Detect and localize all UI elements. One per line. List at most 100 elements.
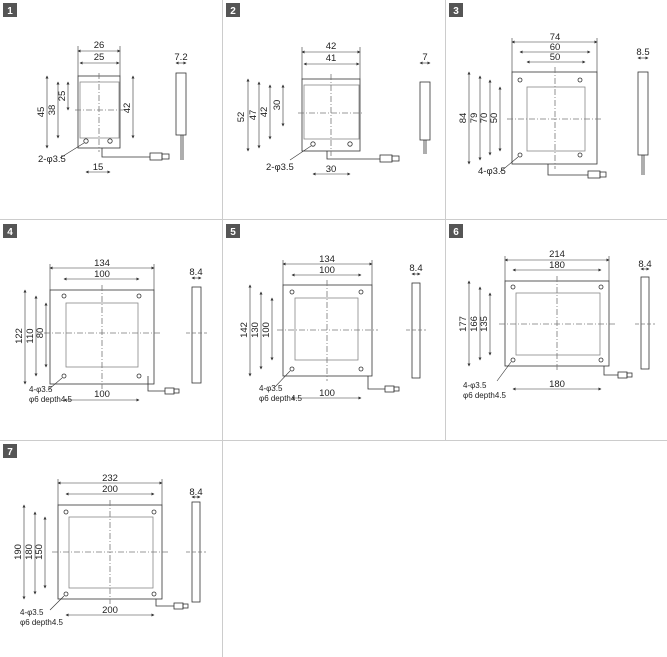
front-view [499,276,615,371]
dim-width-1: 134 [94,258,110,269]
dim-width-2: 200 [102,484,118,495]
depth-callout: φ6 depth4.5 [463,391,507,400]
hole-callout: 4-φ3.5 [20,608,44,617]
dim-inner-width: 41 [326,53,337,64]
panel-5: 5 134 100 8.4 [226,224,426,403]
panel-number: 4 [7,227,13,238]
hole-callout: 4-φ3.5 [29,385,53,394]
dim-width-1: 74 [550,32,561,43]
depth-callout: φ6 depth4.5 [259,394,303,403]
side-view [147,286,207,395]
dim-height-inner: 30 [272,100,283,111]
dim-bottom-spacing: 100 [319,388,335,399]
dim-height-2: 166 [469,316,480,332]
dimension-lines [248,260,421,400]
dim-height-3: 100 [261,322,272,338]
panel-number-badge [449,3,463,17]
panel-number: 1 [7,6,13,17]
depth-callout: φ6 depth4.5 [20,618,64,627]
panel-number-badge [226,3,240,17]
panel-number-badge [3,3,17,17]
depth-callout: φ6 depth4.5 [29,395,73,404]
panel-number: 7 [7,447,13,458]
front-view [75,73,170,161]
dim-height-2: 79 [469,113,480,124]
dim-height-outer: 52 [236,112,247,123]
panel-number: 3 [453,6,459,17]
dim-width-2: 180 [549,260,565,271]
dim-height-mid: 38 [47,105,58,116]
panel-number: 6 [453,227,459,238]
dim-height-1: 84 [458,113,469,124]
dim-thickness: 7.2 [174,52,187,63]
side-view [603,276,655,379]
dimension-lines [22,479,201,617]
dim-thickness: 7 [422,52,427,63]
dim-width-1: 214 [549,249,565,260]
dim-bottom-spacing: 180 [549,379,565,390]
dim-height-right: 42 [122,103,133,114]
panel-4: 4 134 100 8.4 [3,224,207,404]
dim-width-2: 100 [319,265,335,276]
dim-height-1: 122 [14,328,25,344]
dim-height-2: 110 [25,328,36,343]
hole-callout: 2-φ3.5 [38,154,66,165]
dim-thickness: 8.4 [409,263,422,274]
panel-2: 2 42 41 [226,3,431,176]
dimension-lines [467,256,650,391]
dimension-lines [23,264,202,402]
front-view [298,74,400,163]
side-view [367,282,426,393]
hole-callout: 4-φ3.5 [463,381,487,390]
dimension-lines [467,38,649,173]
panel-1: 1 26 25 [3,3,188,174]
dimension-lines [45,46,187,174]
dim-height-outer: 45 [36,107,47,118]
dim-height-1: 177 [458,316,469,332]
front-view [44,285,160,389]
panel-number: 2 [230,6,236,17]
dim-height-3: 70 [479,113,490,124]
dim-thickness: 8.5 [636,47,649,58]
side-view [637,71,649,175]
panel-number-badge [226,224,240,238]
dim-width-1: 232 [102,473,118,484]
panel-number-badge [449,224,463,238]
dim-height-mid: 47 [248,110,259,121]
dim-width-3: 50 [550,52,561,63]
hole-callout: 4-φ3.5 [478,166,506,177]
dim-height-3: 80 [35,328,46,339]
side-view [155,501,206,610]
side-view [175,72,187,160]
dim-hole-spacing: 15 [93,162,104,173]
front-view [507,67,607,179]
panel-3: 3 74 60 [449,3,650,179]
dim-height-3: 135 [479,316,490,332]
dim-bottom-spacing: 100 [94,389,110,400]
dimension-lines [246,47,431,176]
dim-inner-width: 25 [94,52,105,63]
panel-number-badge [3,224,17,238]
panel-number: 5 [230,227,236,238]
dim-outer-width: 42 [326,41,337,52]
panel-6: 6 214 180 8.4 [449,224,655,400]
dim-height-inner: 25 [57,91,68,102]
dim-height-2: 130 [250,322,261,338]
dim-height-mid2: 42 [259,107,270,118]
side-view [419,81,431,154]
dim-outer-width: 26 [94,40,105,51]
dim-width-1: 134 [319,254,335,265]
dim-height-1: 142 [239,322,250,338]
front-view [277,280,378,381]
panel-number-badge [3,444,17,458]
front-view [52,500,168,604]
dim-width-2: 100 [94,269,110,280]
dim-height-1: 190 [13,544,24,560]
dim-thickness: 8.4 [638,259,651,270]
panel-7: 7 232 200 8.4 [3,444,206,627]
dim-height-2: 180 [24,544,35,560]
hole-callout: 4-φ3.5 [259,384,283,393]
dim-thickness: 8.4 [189,487,202,498]
